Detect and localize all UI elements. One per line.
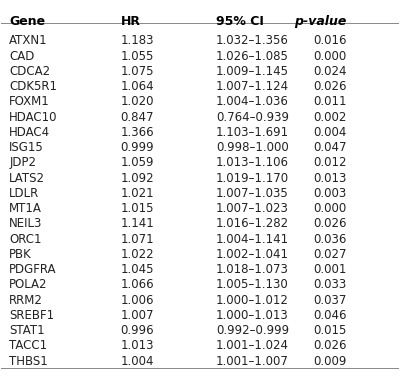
Text: CAD: CAD xyxy=(9,50,35,63)
Text: PBK: PBK xyxy=(9,248,32,261)
Text: 0.037: 0.037 xyxy=(314,294,347,307)
Text: 0.000: 0.000 xyxy=(314,202,347,215)
Text: 1.006: 1.006 xyxy=(120,294,154,307)
Text: 0.999: 0.999 xyxy=(120,141,154,154)
Text: 1.013–1.106: 1.013–1.106 xyxy=(216,157,289,170)
Text: 1.055: 1.055 xyxy=(120,50,154,63)
Text: 0.764–0.939: 0.764–0.939 xyxy=(216,111,289,124)
Text: 0.027: 0.027 xyxy=(314,248,347,261)
Text: 0.013: 0.013 xyxy=(314,172,347,185)
Text: p-value: p-value xyxy=(294,15,347,28)
Text: 1.007: 1.007 xyxy=(120,309,154,322)
Text: 1.021: 1.021 xyxy=(120,187,154,200)
Text: STAT1: STAT1 xyxy=(9,324,45,337)
Text: 1.022: 1.022 xyxy=(120,248,154,261)
Text: 1.007–1.023: 1.007–1.023 xyxy=(216,202,289,215)
Text: 1.059: 1.059 xyxy=(120,157,154,170)
Text: 0.996: 0.996 xyxy=(120,324,154,337)
Text: 1.013: 1.013 xyxy=(120,340,154,353)
Text: CDCA2: CDCA2 xyxy=(9,65,50,78)
Text: 1.366: 1.366 xyxy=(120,126,154,139)
Text: 0.992–0.999: 0.992–0.999 xyxy=(216,324,289,337)
Text: SREBF1: SREBF1 xyxy=(9,309,54,322)
Text: 0.046: 0.046 xyxy=(314,309,347,322)
Text: 1.020: 1.020 xyxy=(120,96,154,108)
Text: 1.004: 1.004 xyxy=(120,355,154,368)
Text: 1.019–1.170: 1.019–1.170 xyxy=(216,172,289,185)
Text: 1.064: 1.064 xyxy=(120,80,154,93)
Text: 0.026: 0.026 xyxy=(314,80,347,93)
Text: 0.004: 0.004 xyxy=(314,126,347,139)
Text: 0.002: 0.002 xyxy=(314,111,347,124)
Text: ATXN1: ATXN1 xyxy=(9,34,48,47)
Text: 0.011: 0.011 xyxy=(314,96,347,108)
Text: 0.016: 0.016 xyxy=(314,34,347,47)
Text: 0.026: 0.026 xyxy=(314,217,347,230)
Text: HDAC10: HDAC10 xyxy=(9,111,58,124)
Text: 1.000–1.013: 1.000–1.013 xyxy=(216,309,289,322)
Text: 1.005–1.130: 1.005–1.130 xyxy=(216,278,289,291)
Text: 1.004–1.141: 1.004–1.141 xyxy=(216,233,289,246)
Text: 1.045: 1.045 xyxy=(120,263,154,276)
Text: MT1A: MT1A xyxy=(9,202,42,215)
Text: 1.026–1.085: 1.026–1.085 xyxy=(216,50,289,63)
Text: 0.003: 0.003 xyxy=(314,187,347,200)
Text: 0.009: 0.009 xyxy=(314,355,347,368)
Text: 0.000: 0.000 xyxy=(314,50,347,63)
Text: 1.066: 1.066 xyxy=(120,278,154,291)
Text: 1.000–1.012: 1.000–1.012 xyxy=(216,294,289,307)
Text: 1.001–1.007: 1.001–1.007 xyxy=(216,355,289,368)
Text: THBS1: THBS1 xyxy=(9,355,48,368)
Text: HR: HR xyxy=(120,15,140,28)
Text: Gene: Gene xyxy=(9,15,46,28)
Text: 1.092: 1.092 xyxy=(120,172,154,185)
Text: NEIL3: NEIL3 xyxy=(9,217,43,230)
Text: 0.036: 0.036 xyxy=(314,233,347,246)
Text: 1.007–1.124: 1.007–1.124 xyxy=(216,80,289,93)
Text: 1.007–1.035: 1.007–1.035 xyxy=(216,187,289,200)
Text: FOXM1: FOXM1 xyxy=(9,96,50,108)
Text: TACC1: TACC1 xyxy=(9,340,48,353)
Text: 1.141: 1.141 xyxy=(120,217,154,230)
Text: 1.071: 1.071 xyxy=(120,233,154,246)
Text: RRM2: RRM2 xyxy=(9,294,43,307)
Text: 1.075: 1.075 xyxy=(120,65,154,78)
Text: 1.001–1.024: 1.001–1.024 xyxy=(216,340,289,353)
Text: 1.002–1.041: 1.002–1.041 xyxy=(216,248,289,261)
Text: 1.183: 1.183 xyxy=(120,34,154,47)
Text: 1.103–1.691: 1.103–1.691 xyxy=(216,126,289,139)
Text: POLA2: POLA2 xyxy=(9,278,48,291)
Text: 0.001: 0.001 xyxy=(314,263,347,276)
Text: HDAC4: HDAC4 xyxy=(9,126,50,139)
Text: 0.033: 0.033 xyxy=(314,278,347,291)
Text: 0.015: 0.015 xyxy=(314,324,347,337)
Text: LDLR: LDLR xyxy=(9,187,40,200)
Text: CDK5R1: CDK5R1 xyxy=(9,80,57,93)
Text: ISG15: ISG15 xyxy=(9,141,44,154)
Text: 0.012: 0.012 xyxy=(314,157,347,170)
Text: 1.016–1.282: 1.016–1.282 xyxy=(216,217,289,230)
Text: PDGFRA: PDGFRA xyxy=(9,263,57,276)
Text: 0.026: 0.026 xyxy=(314,340,347,353)
Text: 1.004–1.036: 1.004–1.036 xyxy=(216,96,289,108)
Text: 1.018–1.073: 1.018–1.073 xyxy=(216,263,289,276)
Text: 1.009–1.145: 1.009–1.145 xyxy=(216,65,289,78)
Text: JDP2: JDP2 xyxy=(9,157,36,170)
Text: LATS2: LATS2 xyxy=(9,172,45,185)
Text: 0.024: 0.024 xyxy=(314,65,347,78)
Text: ORC1: ORC1 xyxy=(9,233,42,246)
Text: 1.015: 1.015 xyxy=(120,202,154,215)
Text: 0.847: 0.847 xyxy=(120,111,154,124)
Text: 0.998–1.000: 0.998–1.000 xyxy=(216,141,289,154)
Text: 1.032–1.356: 1.032–1.356 xyxy=(216,34,289,47)
Text: 0.047: 0.047 xyxy=(314,141,347,154)
Text: 95% CI: 95% CI xyxy=(216,15,264,28)
